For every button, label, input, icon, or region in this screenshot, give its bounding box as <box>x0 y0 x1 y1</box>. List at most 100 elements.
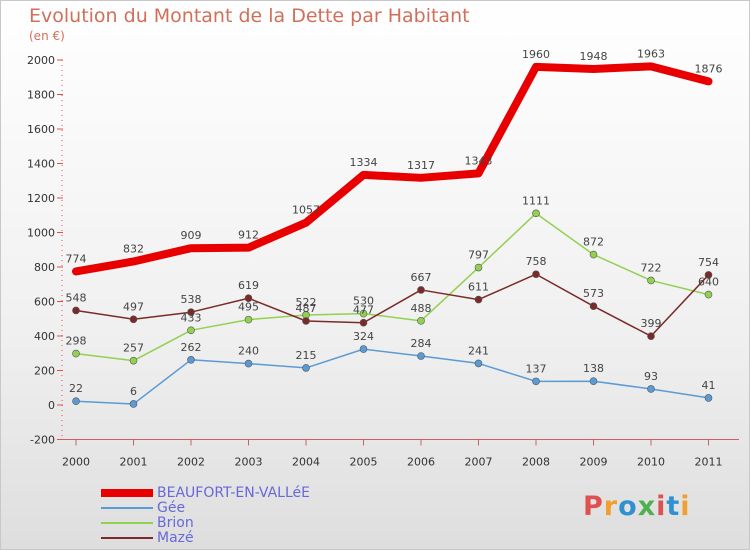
x-tick-label: 2005 <box>350 456 378 469</box>
data-point <box>244 359 253 368</box>
x-tick-label: 2001 <box>120 456 148 469</box>
data-label: 298 <box>66 335 87 348</box>
data-point <box>647 385 655 393</box>
y-tick-label: 1800 <box>27 89 55 102</box>
data-point <box>302 317 310 325</box>
data-point <box>417 317 425 325</box>
data-label: 324 <box>353 330 374 343</box>
data-label: 758 <box>526 255 547 268</box>
data-label: 754 <box>698 256 719 269</box>
data-point <box>417 286 425 294</box>
x-tick-label: 2008 <box>522 456 550 469</box>
legend-item: Brion <box>101 516 310 531</box>
data-point <box>704 290 713 299</box>
data-point <box>417 352 425 360</box>
data-label: 488 <box>411 302 432 315</box>
data-point <box>72 349 80 358</box>
data-point <box>532 270 540 279</box>
data-label: 215 <box>296 349 317 362</box>
y-tick-label: 400 <box>34 330 55 343</box>
legend-item: BEAUFORT-EN-VALLéE <box>101 486 310 501</box>
data-label: 1334 <box>350 156 378 169</box>
data-point <box>129 315 138 324</box>
data-point <box>244 294 253 303</box>
data-label: 262 <box>181 341 202 354</box>
data-point <box>72 397 80 406</box>
chart-title: Evolution du Montant de la Dette par Hab… <box>29 5 470 27</box>
legend-item: Gée <box>101 501 310 516</box>
proxiti-logo: Proxiti <box>583 491 691 522</box>
data-label: 530 <box>353 295 374 308</box>
legend-swatch <box>101 522 153 524</box>
data-label: 909 <box>181 229 202 242</box>
y-tick-label: -200 <box>30 434 55 447</box>
x-tick-label: 2011 <box>695 456 723 469</box>
data-label: 832 <box>123 242 144 255</box>
data-point <box>244 315 253 324</box>
data-label: 487 <box>296 302 317 315</box>
y-tick-label: 2000 <box>27 54 55 67</box>
y-tick-label: 200 <box>34 365 55 378</box>
data-label: 1876 <box>695 62 723 75</box>
data-point <box>647 332 655 340</box>
data-point <box>532 377 540 386</box>
data-label: 522 <box>296 296 317 309</box>
y-tick-label: 800 <box>34 261 55 274</box>
data-point <box>589 302 598 310</box>
data-label: 912 <box>238 229 259 242</box>
chart-subtitle: (en €) <box>29 29 65 43</box>
y-tick-label: 1200 <box>27 192 55 205</box>
x-tick-label: 2010 <box>637 456 665 469</box>
data-point <box>532 209 540 218</box>
y-tick-label: 0 <box>48 399 55 412</box>
data-label: 497 <box>123 300 144 313</box>
data-label: 774 <box>66 252 87 265</box>
y-tick-label: 1600 <box>27 123 55 136</box>
data-label: 1317 <box>407 159 435 172</box>
data-label: 240 <box>238 345 259 358</box>
data-label: 241 <box>468 344 489 357</box>
legend-item: Mazé <box>101 531 310 546</box>
data-label: 1948 <box>580 50 608 63</box>
data-label: 138 <box>583 362 604 375</box>
data-label: 611 <box>468 281 489 294</box>
x-tick-label: 2003 <box>235 456 263 469</box>
data-label: 1111 <box>522 194 550 207</box>
data-point <box>129 356 138 365</box>
data-point <box>474 263 483 272</box>
series-line <box>75 212 710 362</box>
data-label: 619 <box>238 279 259 292</box>
data-label: 477 <box>353 304 374 317</box>
data-point <box>187 356 195 364</box>
data-point <box>359 318 368 327</box>
legend-label: Gée <box>157 500 186 516</box>
series-line <box>72 62 713 276</box>
data-label: 1963 <box>637 47 665 60</box>
x-tick-label: 2006 <box>407 456 435 469</box>
legend-swatch <box>101 537 153 539</box>
data-point <box>704 394 713 402</box>
data-label: 1057 <box>292 204 320 217</box>
legend-swatch <box>101 507 153 509</box>
data-point <box>474 359 483 368</box>
legend-label: Mazé <box>157 530 194 546</box>
series-line <box>75 273 710 337</box>
data-point <box>589 250 598 259</box>
legend-label: BEAUFORT-EN-VALLéE <box>157 485 310 501</box>
data-label: 797 <box>468 249 489 262</box>
data-label: 495 <box>238 301 259 314</box>
data-label: 538 <box>181 293 202 306</box>
data-label: 6 <box>130 385 137 398</box>
legend-swatch <box>101 489 153 497</box>
data-label: 722 <box>641 261 662 274</box>
x-tick-label: 2004 <box>292 456 320 469</box>
data-label: 872 <box>583 236 604 249</box>
data-point <box>589 377 598 385</box>
data-label: 41 <box>702 379 716 392</box>
data-label: 548 <box>66 291 87 304</box>
data-point <box>359 345 368 353</box>
x-tick-label: 2009 <box>580 456 608 469</box>
x-tick-label: 2002 <box>177 456 205 469</box>
